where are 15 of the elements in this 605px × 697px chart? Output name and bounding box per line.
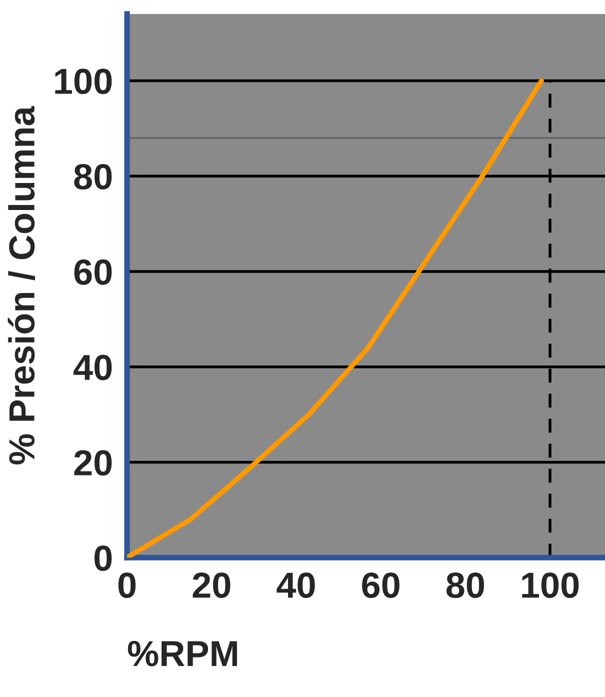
y-axis-title: % Presión / Columna — [8, 106, 36, 464]
y-tick-label: 20 — [74, 450, 112, 476]
x-tick-label: 80 — [446, 572, 484, 598]
x-axis-title: %RPM — [128, 640, 237, 666]
y-tick-label: 100 — [55, 68, 112, 94]
line-series — [127, 78, 544, 558]
x-tick-label: 20 — [192, 572, 230, 598]
y-tick-label: 0 — [94, 545, 112, 572]
x-tick-label: 40 — [276, 572, 315, 598]
x-tick-label: 100 — [522, 572, 579, 598]
y-tick-label: 60 — [74, 259, 112, 285]
y-tick-label: 80 — [74, 164, 112, 190]
x-tick-label: 60 — [362, 572, 400, 598]
y-tick-label: 40 — [74, 354, 112, 380]
x-tick-label: 0 — [118, 572, 136, 598]
